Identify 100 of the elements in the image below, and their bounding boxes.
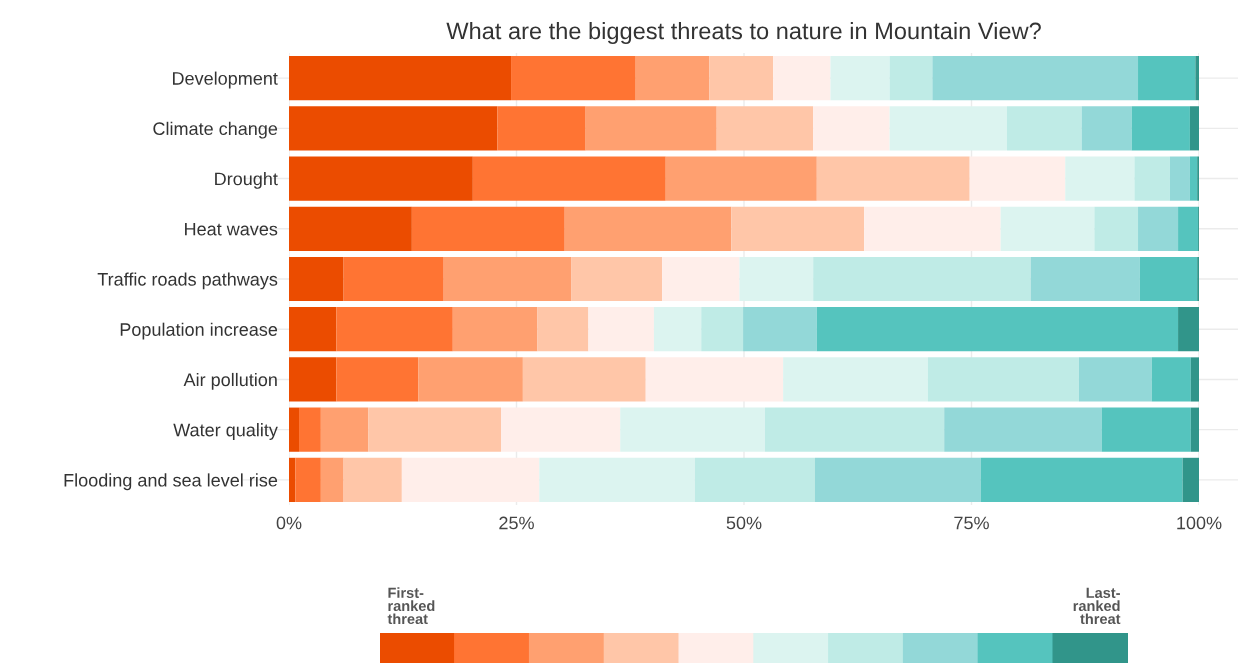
bar <box>645 357 784 402</box>
bar <box>1101 407 1191 452</box>
bar <box>1139 256 1198 302</box>
y-tick-label: Water quality <box>173 423 278 440</box>
bar <box>452 307 538 352</box>
bar <box>336 307 453 352</box>
bar <box>1138 206 1179 251</box>
bar <box>816 156 970 201</box>
bar <box>289 156 473 201</box>
bar <box>289 256 344 302</box>
y-tick-label: Drought <box>215 172 278 189</box>
bar <box>662 256 740 302</box>
bar <box>588 307 654 352</box>
bar <box>701 307 744 352</box>
bar <box>401 457 540 502</box>
bar <box>289 206 412 251</box>
bar <box>585 106 717 151</box>
bar <box>716 106 814 151</box>
bar <box>969 156 1066 201</box>
bar <box>537 307 589 352</box>
bar <box>443 256 572 302</box>
bar <box>1178 307 1199 352</box>
bar <box>694 457 815 502</box>
bar <box>522 357 646 402</box>
y-tick-label: Development <box>172 71 278 89</box>
bar <box>980 457 1183 502</box>
bar <box>635 56 710 101</box>
bar <box>927 357 1079 402</box>
y-tick-label: Population increase <box>120 322 278 340</box>
bar <box>1078 357 1152 402</box>
bar <box>320 457 344 502</box>
bar <box>1189 106 1199 151</box>
bar <box>1178 206 1199 251</box>
bar <box>295 457 321 502</box>
bar <box>289 357 337 402</box>
bar <box>1169 156 1190 201</box>
bar <box>813 106 890 151</box>
bar <box>1065 156 1135 201</box>
bar <box>501 407 621 452</box>
y-tick-label: Traffic roads pathways <box>97 272 278 290</box>
bar <box>1182 457 1199 502</box>
x-tick-label: 25% <box>499 516 534 530</box>
bar <box>783 357 928 402</box>
bar <box>1189 156 1198 201</box>
bar <box>889 56 933 101</box>
bar <box>816 307 1179 352</box>
bar <box>620 407 765 452</box>
bar <box>1190 407 1199 452</box>
bar <box>814 457 981 502</box>
bar <box>864 206 1001 251</box>
bar <box>773 56 831 101</box>
bar <box>343 256 444 302</box>
bar <box>1138 56 1196 101</box>
bar <box>497 106 586 151</box>
bar <box>1000 206 1095 251</box>
bar <box>411 206 565 251</box>
bar <box>1030 256 1140 302</box>
bar <box>813 256 1031 302</box>
bar <box>289 407 300 452</box>
bar <box>932 56 1139 101</box>
x-tick-label: 50% <box>726 516 762 530</box>
bar <box>764 407 945 452</box>
x-tick-label: 0% <box>276 516 302 530</box>
bar <box>1151 357 1191 402</box>
bar <box>653 307 702 352</box>
bar <box>1006 106 1082 151</box>
bar <box>665 156 817 201</box>
y-tick-label: Air pollution <box>183 372 277 390</box>
bar <box>944 407 1102 452</box>
text: Last- ranked threat <box>1073 587 1121 625</box>
bar <box>289 457 296 502</box>
bar <box>368 407 502 452</box>
bar <box>1081 106 1132 151</box>
bar <box>511 56 636 101</box>
y-tick-label: Heat waves <box>185 222 278 236</box>
bar <box>418 357 523 402</box>
y-tick-label: Climate change <box>153 121 278 139</box>
bar <box>299 407 321 452</box>
bar <box>709 56 774 101</box>
bar <box>1131 106 1190 151</box>
chart-title: What are the biggest threats to nature in Mountain View? <box>446 22 1041 45</box>
bar <box>289 56 512 101</box>
bar <box>343 457 402 502</box>
bar <box>739 256 814 302</box>
bar <box>472 156 666 201</box>
bar <box>289 106 498 151</box>
bar <box>889 106 1007 151</box>
bar <box>539 457 695 502</box>
x-tick-label: 75% <box>954 516 989 530</box>
bar <box>830 56 890 101</box>
bar <box>743 307 817 352</box>
text: First- ranked threat <box>387 587 435 625</box>
y-tick-label: Flooding and sea level rise <box>64 473 278 491</box>
bar <box>1134 156 1170 201</box>
bar <box>320 407 369 452</box>
bar <box>289 307 337 352</box>
bar <box>731 206 865 251</box>
bar <box>571 256 663 302</box>
bar <box>564 206 732 251</box>
bar <box>1190 357 1199 402</box>
